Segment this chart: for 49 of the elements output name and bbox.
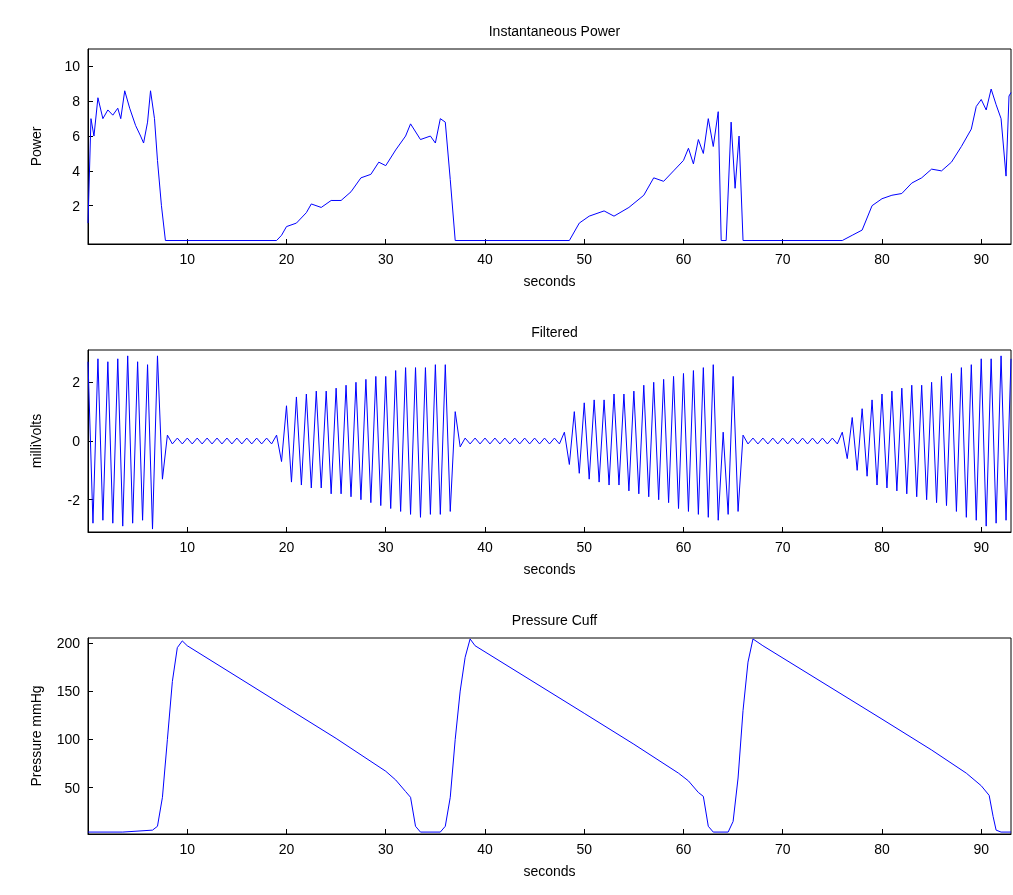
y-tick-label: 6 xyxy=(72,128,81,145)
x-tick-label: 90 xyxy=(973,539,990,555)
x-tick-label: 50 xyxy=(576,539,593,555)
y-axis-title: Power xyxy=(28,126,44,167)
x-tick-label: 80 xyxy=(874,539,890,555)
y-tick-label: 150 xyxy=(56,683,81,700)
x-tick-label: 90 xyxy=(973,251,990,267)
chart-title: Instantaneous Power xyxy=(488,23,621,39)
x-tick-label: 70 xyxy=(774,841,791,857)
y-axis-title: Pressure mmHg xyxy=(28,685,44,787)
y-tick-label: 200 xyxy=(56,634,81,651)
y-tick-label: 0 xyxy=(72,433,81,449)
x-tick-label: 30 xyxy=(377,251,394,267)
line-series xyxy=(87,638,1012,833)
x-tick-label: 70 xyxy=(774,251,791,267)
x-tick-label: 80 xyxy=(874,251,890,267)
x-tick-label: 40 xyxy=(477,841,493,857)
x-tick-label: 50 xyxy=(576,841,593,857)
x-axis-title: seconds xyxy=(523,561,576,577)
x-tick-label: 20 xyxy=(278,251,295,267)
x-tick-label: 10 xyxy=(179,539,196,555)
x-tick-label: 30 xyxy=(377,841,394,857)
x-tick-label: 10 xyxy=(179,841,196,857)
y-axis-title: milliVolts xyxy=(28,413,44,469)
y-tick-label: 100 xyxy=(56,731,81,748)
x-tick-label: 20 xyxy=(278,539,295,555)
y-tick-label: 2 xyxy=(72,197,81,214)
x-tick-label: 60 xyxy=(675,539,692,555)
x-tick-label: 80 xyxy=(874,841,890,857)
x-tick-label: 10 xyxy=(179,251,196,267)
x-tick-label: 60 xyxy=(675,841,692,857)
y-tick-label: -2 xyxy=(67,491,81,508)
y-tick-label: 4 xyxy=(72,162,81,179)
y-tick-label: 2 xyxy=(72,374,81,391)
x-tick-label: 30 xyxy=(377,539,394,555)
x-tick-label: 20 xyxy=(278,841,295,857)
y-tick-label: 50 xyxy=(64,779,81,796)
x-tick-label: 70 xyxy=(774,539,791,555)
x-tick-label: 40 xyxy=(477,251,493,267)
x-axis-title: seconds xyxy=(523,273,576,289)
x-tick-label: 40 xyxy=(477,539,493,555)
y-tick-label: 10 xyxy=(64,58,81,75)
chart-title: Pressure Cuff xyxy=(511,612,598,628)
x-axis-title: seconds xyxy=(523,863,576,879)
x-tick-label: 50 xyxy=(576,251,593,267)
chart-title: Filtered xyxy=(531,324,578,340)
x-tick-label: 60 xyxy=(675,251,692,267)
y-tick-label: 8 xyxy=(72,93,81,110)
x-tick-label: 90 xyxy=(973,841,990,857)
